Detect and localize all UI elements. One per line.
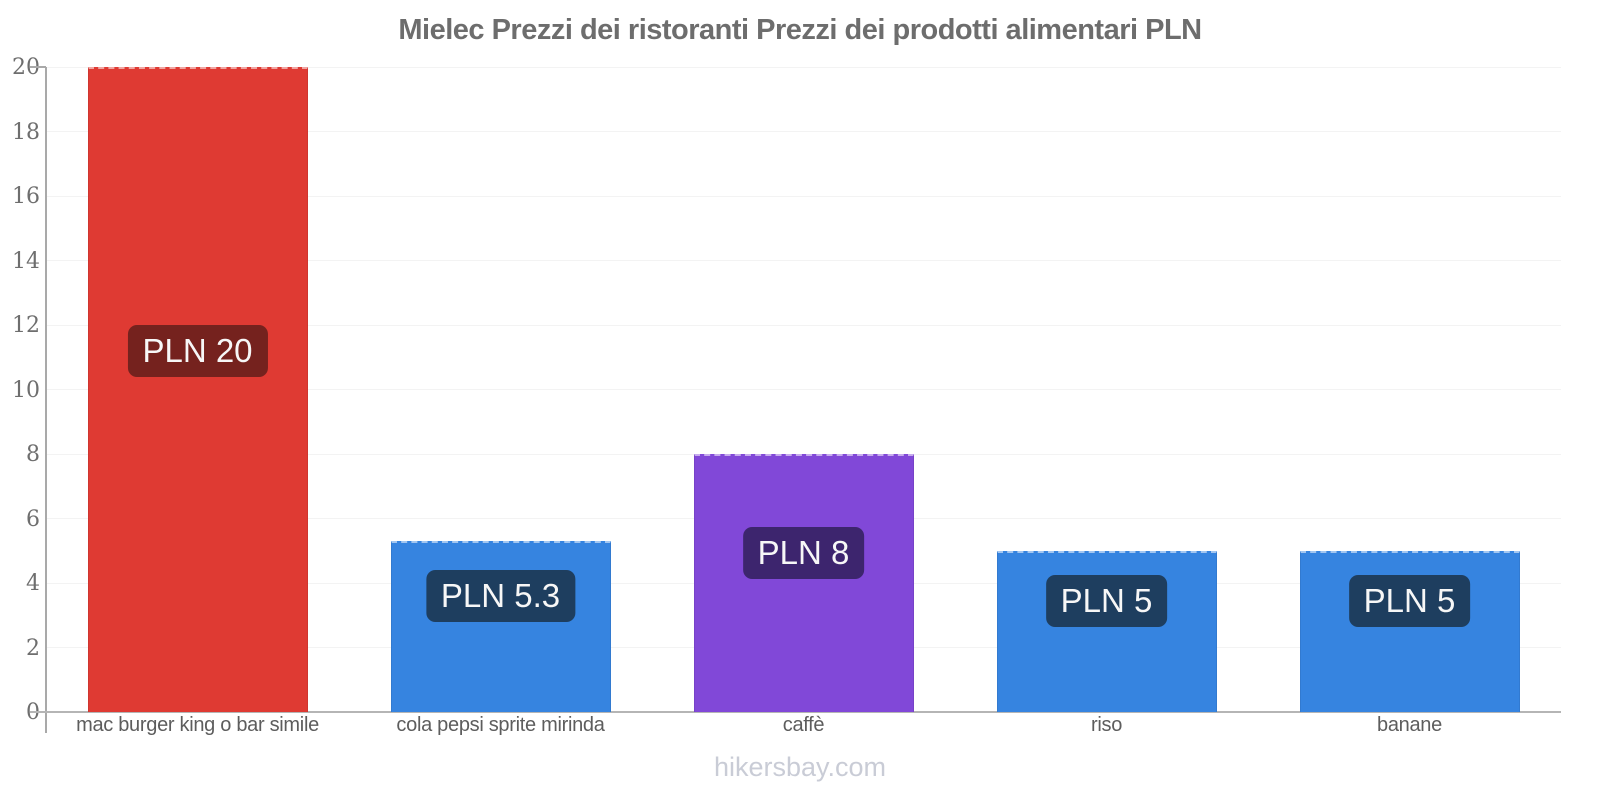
gridline [47, 324, 1561, 326]
bar[interactable]: PLN 8 [693, 454, 914, 712]
y-tick-label: 0 [0, 702, 40, 724]
bar[interactable]: PLN 5 [1299, 550, 1520, 712]
bar[interactable]: PLN 5 [996, 550, 1217, 712]
gridline [47, 131, 1561, 132]
y-axis-line [45, 67, 47, 733]
bar-value-badge: PLN 8 [742, 527, 865, 580]
watermark-text: hikersbay.com [713, 752, 887, 782]
bar-value-badge: PLN 5 [1348, 574, 1471, 627]
y-tick-label: 2 [26, 635, 40, 661]
category-label: riso [1090, 714, 1123, 736]
y-tick-label: 14 [12, 248, 40, 274]
bar[interactable]: PLN 20 [87, 67, 308, 712]
bar-value-badge: PLN 5.3 [425, 570, 576, 623]
gridline [47, 389, 1561, 390]
bar[interactable]: PLN 5.3 [390, 541, 611, 712]
bar-value-badge: PLN 20 [127, 325, 268, 378]
y-tick-label: 10 [12, 377, 40, 403]
y-tick-label: 16 [12, 184, 40, 209]
category-label: mac burger king o bar simile [76, 714, 319, 736]
category-label: banane [1377, 714, 1442, 736]
y-tick-label: 12 [12, 313, 40, 338]
y-tick-label: 6 [26, 506, 40, 532]
category-label: cola pepsi sprite mirinda [396, 714, 605, 736]
y-tick-label: 8 [26, 442, 40, 467]
y-tick-label: 20 [12, 55, 40, 80]
category-label: caffè [782, 714, 825, 736]
x-axis-line [30, 711, 1561, 713]
chart-title: Mielec Prezzi dei ristoranti Prezzi dei … [398, 14, 1202, 46]
bar-value-badge: PLN 5 [1045, 574, 1168, 627]
y-tick-label: 18 [12, 119, 40, 145]
gridline [47, 195, 1561, 197]
gridline [47, 66, 1561, 68]
axis-tick-mark [30, 66, 46, 68]
y-tick-label: 4 [26, 571, 40, 596]
gridline [47, 260, 1561, 261]
